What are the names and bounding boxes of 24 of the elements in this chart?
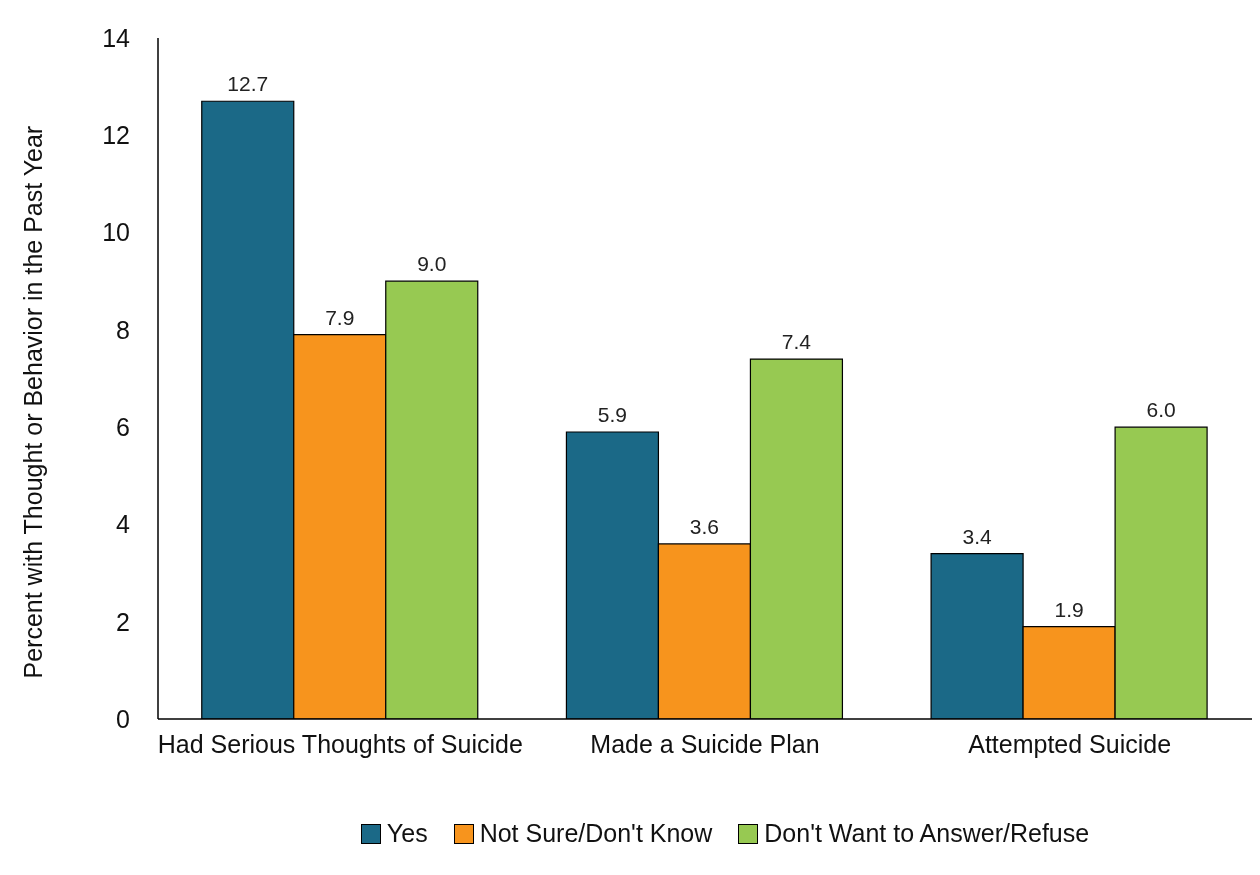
data-label: 7.4 (781, 330, 812, 354)
y-axis-title: Percent with Thought or Behavior in the Past Year (18, 125, 47, 679)
y-tick-label: 2 (116, 607, 130, 636)
data-label: 3.4 (962, 524, 993, 548)
legend-label: Don't Want to Answer/Refuse (764, 819, 1090, 848)
y-tick-label: 0 (116, 704, 130, 733)
y-tick-label: 10 (102, 218, 130, 247)
data-label: 7.9 (325, 305, 355, 329)
x-tick-label: Had Serious Thoughts of Suicide (157, 729, 523, 758)
x-tick-label: Made a Suicide Plan (590, 729, 820, 758)
legend-label: Yes (386, 819, 428, 848)
data-label: 5.9 (597, 403, 628, 427)
data-label: 1.9 (1054, 597, 1084, 621)
data-label: 12.7 (227, 72, 269, 96)
legend-label: Not Sure/Don't Know (479, 819, 713, 848)
y-tick-label: 4 (116, 510, 131, 539)
y-tick-label: 12 (102, 121, 130, 150)
data-label: 9.0 (417, 252, 447, 276)
y-tick-label: 6 (116, 413, 130, 442)
y-tick-label: 8 (116, 315, 130, 344)
data-label: 6.0 (1146, 398, 1176, 422)
y-tick-label: 14 (102, 23, 131, 52)
x-tick-label: Attempted Suicide (968, 729, 1172, 758)
data-label: 3.6 (689, 514, 720, 538)
